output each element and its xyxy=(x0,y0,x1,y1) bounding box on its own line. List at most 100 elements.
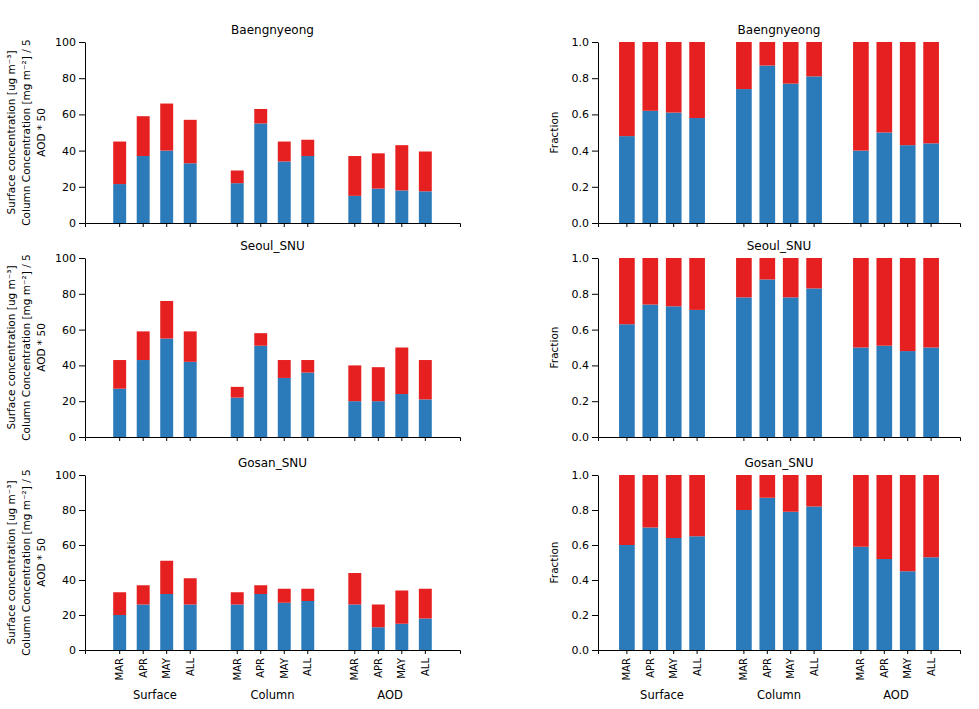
tick-mark xyxy=(592,258,598,259)
tick-mark xyxy=(79,42,85,43)
tick-mark xyxy=(79,401,85,402)
bar-segment xyxy=(689,536,705,650)
x-axis: MARAPRMAYALLMARAPRMAYALLMARAPRMAYALL xyxy=(599,650,961,680)
tick-mark xyxy=(592,650,598,651)
tick-mark xyxy=(592,615,598,616)
tick-mark xyxy=(378,223,379,227)
title: Seoul_SNU xyxy=(240,239,305,253)
bar-segment xyxy=(160,104,173,151)
bar-segment xyxy=(876,42,892,133)
y-tick: 60 xyxy=(62,324,85,337)
tick-label: APR xyxy=(879,658,890,678)
title: Gosan_SNU xyxy=(744,456,813,470)
y-tick: 20 xyxy=(62,181,85,194)
bar-segment xyxy=(853,348,869,438)
bar-segment xyxy=(900,42,916,145)
bar-segment xyxy=(254,109,267,123)
bar-segment xyxy=(137,331,150,360)
x-tick xyxy=(767,223,768,227)
bar-segment xyxy=(372,627,385,650)
bar-segment xyxy=(395,145,408,190)
x-tick: APR xyxy=(373,650,384,678)
group-label: Column xyxy=(757,688,801,702)
tick-label: ALL xyxy=(926,658,937,676)
tick-mark xyxy=(79,330,85,331)
bar-segment xyxy=(184,362,197,437)
tick-mark xyxy=(860,437,861,441)
bar-segment xyxy=(853,151,869,223)
bar-segment xyxy=(113,184,126,223)
tick-label: 0.2 xyxy=(572,609,590,622)
tick-mark xyxy=(673,650,674,654)
tick-mark xyxy=(814,223,815,227)
x-axis xyxy=(86,437,461,441)
bar-segment xyxy=(419,360,432,399)
bar-segment xyxy=(923,258,939,348)
tick-label: 1.0 xyxy=(572,469,590,482)
tick-mark xyxy=(143,223,144,227)
bar-segment xyxy=(923,143,939,223)
axis-line xyxy=(85,476,86,651)
y-tick: 1.0 xyxy=(572,36,599,49)
x-tick xyxy=(190,437,191,441)
bar-segment xyxy=(876,133,892,224)
tick-label: 1.0 xyxy=(572,252,590,265)
tick-mark xyxy=(425,223,426,227)
tick-mark xyxy=(743,650,744,654)
title: Gosan_SNU xyxy=(238,456,307,470)
title: Baengnyeong xyxy=(231,23,314,37)
tick-label: 0.6 xyxy=(572,324,590,337)
tick-mark xyxy=(307,437,308,441)
bar-segment xyxy=(184,331,197,361)
y-label: Fraction xyxy=(548,542,560,584)
bar-segment xyxy=(736,297,752,437)
x-tick: ALL xyxy=(926,650,937,676)
tick-mark xyxy=(673,223,674,227)
tick-mark xyxy=(401,437,402,441)
bar-segment xyxy=(619,136,635,223)
tick-label: ALL xyxy=(420,658,431,676)
tick-label: 40 xyxy=(62,145,76,158)
bar-segment xyxy=(736,475,752,510)
bar-segment xyxy=(278,142,291,162)
bar-segment xyxy=(783,475,799,512)
axis-line xyxy=(598,43,599,224)
bar-segment xyxy=(666,258,682,306)
y-tick: 40 xyxy=(62,574,85,587)
tick-mark xyxy=(378,650,379,654)
bars xyxy=(619,258,939,437)
group-label: AOD xyxy=(377,688,403,702)
x-tick xyxy=(378,437,379,441)
tick-mark xyxy=(143,650,144,654)
tick-mark xyxy=(592,545,598,546)
bar-segment xyxy=(876,258,892,346)
bar-segment xyxy=(619,475,635,545)
bar-segment xyxy=(642,42,658,111)
y-tick: 80 xyxy=(62,504,85,517)
y-tick: 0.4 xyxy=(572,359,599,372)
x-tick xyxy=(884,437,885,441)
bars xyxy=(113,561,432,650)
x-tick xyxy=(260,437,261,441)
axis-line xyxy=(86,438,461,442)
tick-mark xyxy=(931,650,932,654)
x-tick xyxy=(119,223,120,227)
bar-segment xyxy=(759,42,775,66)
bar-segment xyxy=(231,387,244,398)
x-tick xyxy=(143,223,144,227)
tick-mark xyxy=(697,650,698,654)
bar-segment xyxy=(806,507,822,651)
bar-segment xyxy=(419,152,432,192)
bar-segment xyxy=(876,346,892,437)
tick-mark xyxy=(425,437,426,441)
x-tick xyxy=(626,437,627,441)
y-tick: 0.6 xyxy=(572,108,599,121)
tick-mark xyxy=(884,437,885,441)
panel: 020406080100MARAPRMAYALLMARAPRMAYALLMARA… xyxy=(5,456,461,702)
x-tick: MAY xyxy=(902,650,913,679)
x-tick xyxy=(378,223,379,227)
bar-segment xyxy=(301,589,314,601)
x-tick: APR xyxy=(255,650,266,678)
bar-segment xyxy=(900,571,916,650)
x-tick: MAY xyxy=(668,650,679,679)
